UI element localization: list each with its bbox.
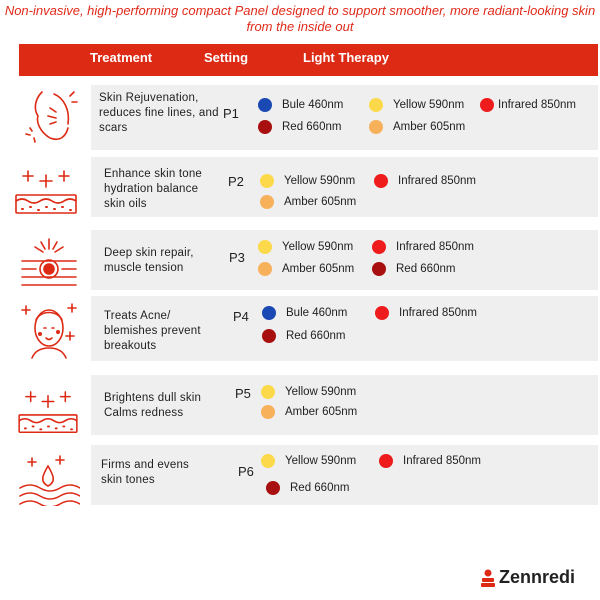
infrared-light-dot — [374, 174, 388, 188]
treatment-text: Firms and evens skin tones — [101, 459, 190, 486]
yellow-light-dot — [261, 385, 275, 399]
table-row — [91, 296, 598, 361]
light-item: Red 660nm — [258, 120, 341, 134]
light-item: Yellow 590nm — [260, 174, 355, 188]
brand-logo-icon — [481, 569, 495, 587]
red-light-dot — [372, 262, 386, 276]
light-item: Infrared 850nm — [379, 454, 481, 468]
red-light-dot — [258, 120, 272, 134]
infrared-light-dot — [379, 454, 393, 468]
red-light-dot — [266, 481, 280, 495]
setting-code: P3 — [229, 250, 245, 265]
header-treatment: Treatment — [90, 50, 153, 65]
treatment-text: Skin Rejuvenation, reduces fine lines, a… — [99, 92, 219, 134]
light-item: Yellow 590nm — [369, 98, 464, 112]
subtitle: Non-invasive, high-performing compact Pa… — [4, 3, 596, 34]
table-header: Treatment Setting Light Therapy — [19, 44, 598, 76]
light-item: Yellow 590nm — [261, 385, 356, 399]
amber-light-dot — [258, 262, 272, 276]
brand-name: Zennredi — [499, 567, 576, 587]
header-setting: Setting — [204, 50, 249, 65]
deep-skin-repair-icon — [21, 238, 77, 286]
brand-logo: Zennredi — [480, 567, 575, 588]
light-item: Yellow 590nm — [261, 454, 356, 468]
light-item: Infrared 850nm — [375, 306, 477, 320]
treatment-text: Treats Acne/ blemishes prevent breakouts — [104, 310, 201, 352]
amber-light-dot — [369, 120, 383, 134]
amber-light-dot — [260, 195, 274, 209]
light-item: Amber 605nm — [258, 262, 354, 276]
table-row — [91, 230, 598, 290]
treatment-text: Deep skin repair, muscle tension — [104, 247, 194, 274]
table-row — [91, 375, 598, 435]
treatment-text: Brightens dull skin Calms redness — [104, 392, 202, 419]
skin-layer-sparkle-icon — [18, 391, 78, 433]
red-light-dot — [262, 329, 276, 343]
yellow-light-dot — [261, 454, 275, 468]
face-acne-icon — [21, 303, 77, 359]
table-row — [91, 85, 598, 150]
setting-code: P4 — [233, 309, 249, 324]
light-item: Infrared 850nm — [372, 240, 474, 254]
header-light-therapy: Light Therapy — [303, 50, 389, 65]
light-item: Red 660nm — [262, 329, 345, 343]
infrared-light-dot — [372, 240, 386, 254]
light-item: Amber 605nm — [260, 195, 356, 209]
light-item: Bule 460nm — [262, 306, 347, 320]
light-item: Yellow 590nm — [258, 240, 353, 254]
table-row — [91, 445, 598, 505]
light-item: Infrared 850nm — [480, 98, 576, 112]
light-item: Amber 605nm — [369, 120, 465, 134]
light-item: Bule 460nm — [258, 98, 343, 112]
yellow-light-dot — [260, 174, 274, 188]
blue-light-dot — [258, 98, 272, 112]
yellow-light-dot — [369, 98, 383, 112]
light-item: Red 660nm — [266, 481, 349, 495]
light-item: Amber 605nm — [261, 405, 357, 419]
infrared-light-dot — [375, 306, 389, 320]
skin-layer-sparkle-icon — [15, 170, 77, 214]
yellow-light-dot — [258, 240, 272, 254]
setting-code: P5 — [235, 386, 251, 401]
light-item: Infrared 850nm — [374, 174, 476, 188]
amber-light-dot — [261, 405, 275, 419]
light-item: Red 660nm — [372, 262, 455, 276]
infrared-light-dot — [480, 98, 494, 112]
blue-light-dot — [262, 306, 276, 320]
treatment-text: Enhance skin tone hydration balance skin… — [104, 168, 203, 210]
setting-code: P1 — [223, 106, 239, 121]
table-row — [91, 157, 598, 217]
skin-firming-icon — [19, 455, 80, 506]
setting-code: P2 — [228, 174, 244, 189]
setting-code: P6 — [238, 464, 254, 479]
face-rejuvenation-icon — [25, 91, 78, 143]
